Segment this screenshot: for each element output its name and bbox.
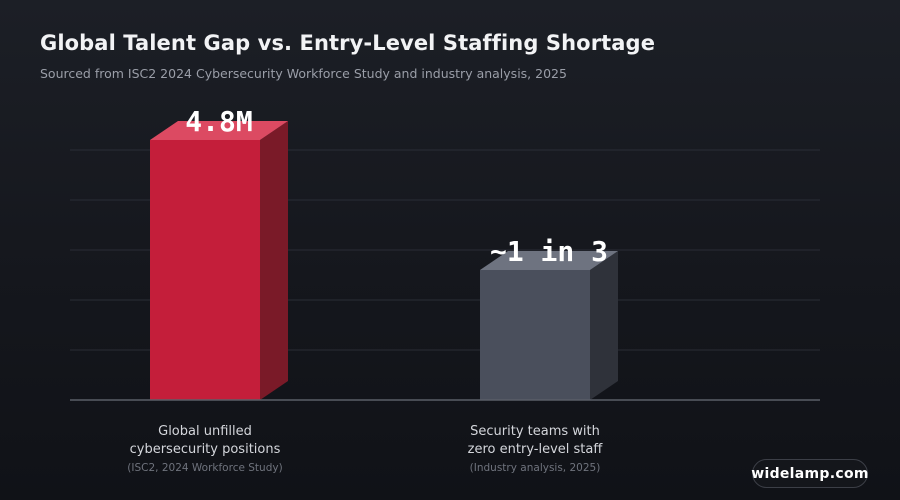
category-source: (ISC2, 2024 Workforce Study) (127, 462, 282, 474)
chart-subtitle: Sourced from ISC2 2024 Cybersecurity Wor… (40, 66, 567, 81)
bar-1 (150, 121, 288, 400)
bar-side-face (590, 251, 618, 400)
bar-value-label: 4.8M (185, 105, 252, 138)
bar-top-face (150, 121, 288, 140)
bar-front-face (480, 270, 590, 400)
bar-top-face (480, 251, 618, 270)
category-label: cybersecurity positions (130, 442, 281, 457)
category-label: Security teams with (470, 424, 600, 439)
bar-side-face (260, 121, 288, 400)
category-label: Global unfilled (158, 424, 252, 439)
category-source: (Industry analysis, 2025) (470, 462, 601, 474)
bar-2 (480, 251, 618, 400)
bar-value-label: ~1 in 3 (490, 235, 608, 268)
bar-front-face (150, 140, 260, 400)
watermark-badge: widelamp.com (751, 459, 868, 488)
category-label: zero entry-level staff (468, 442, 604, 457)
chart-title: Global Talent Gap vs. Entry-Level Staffi… (40, 31, 656, 55)
